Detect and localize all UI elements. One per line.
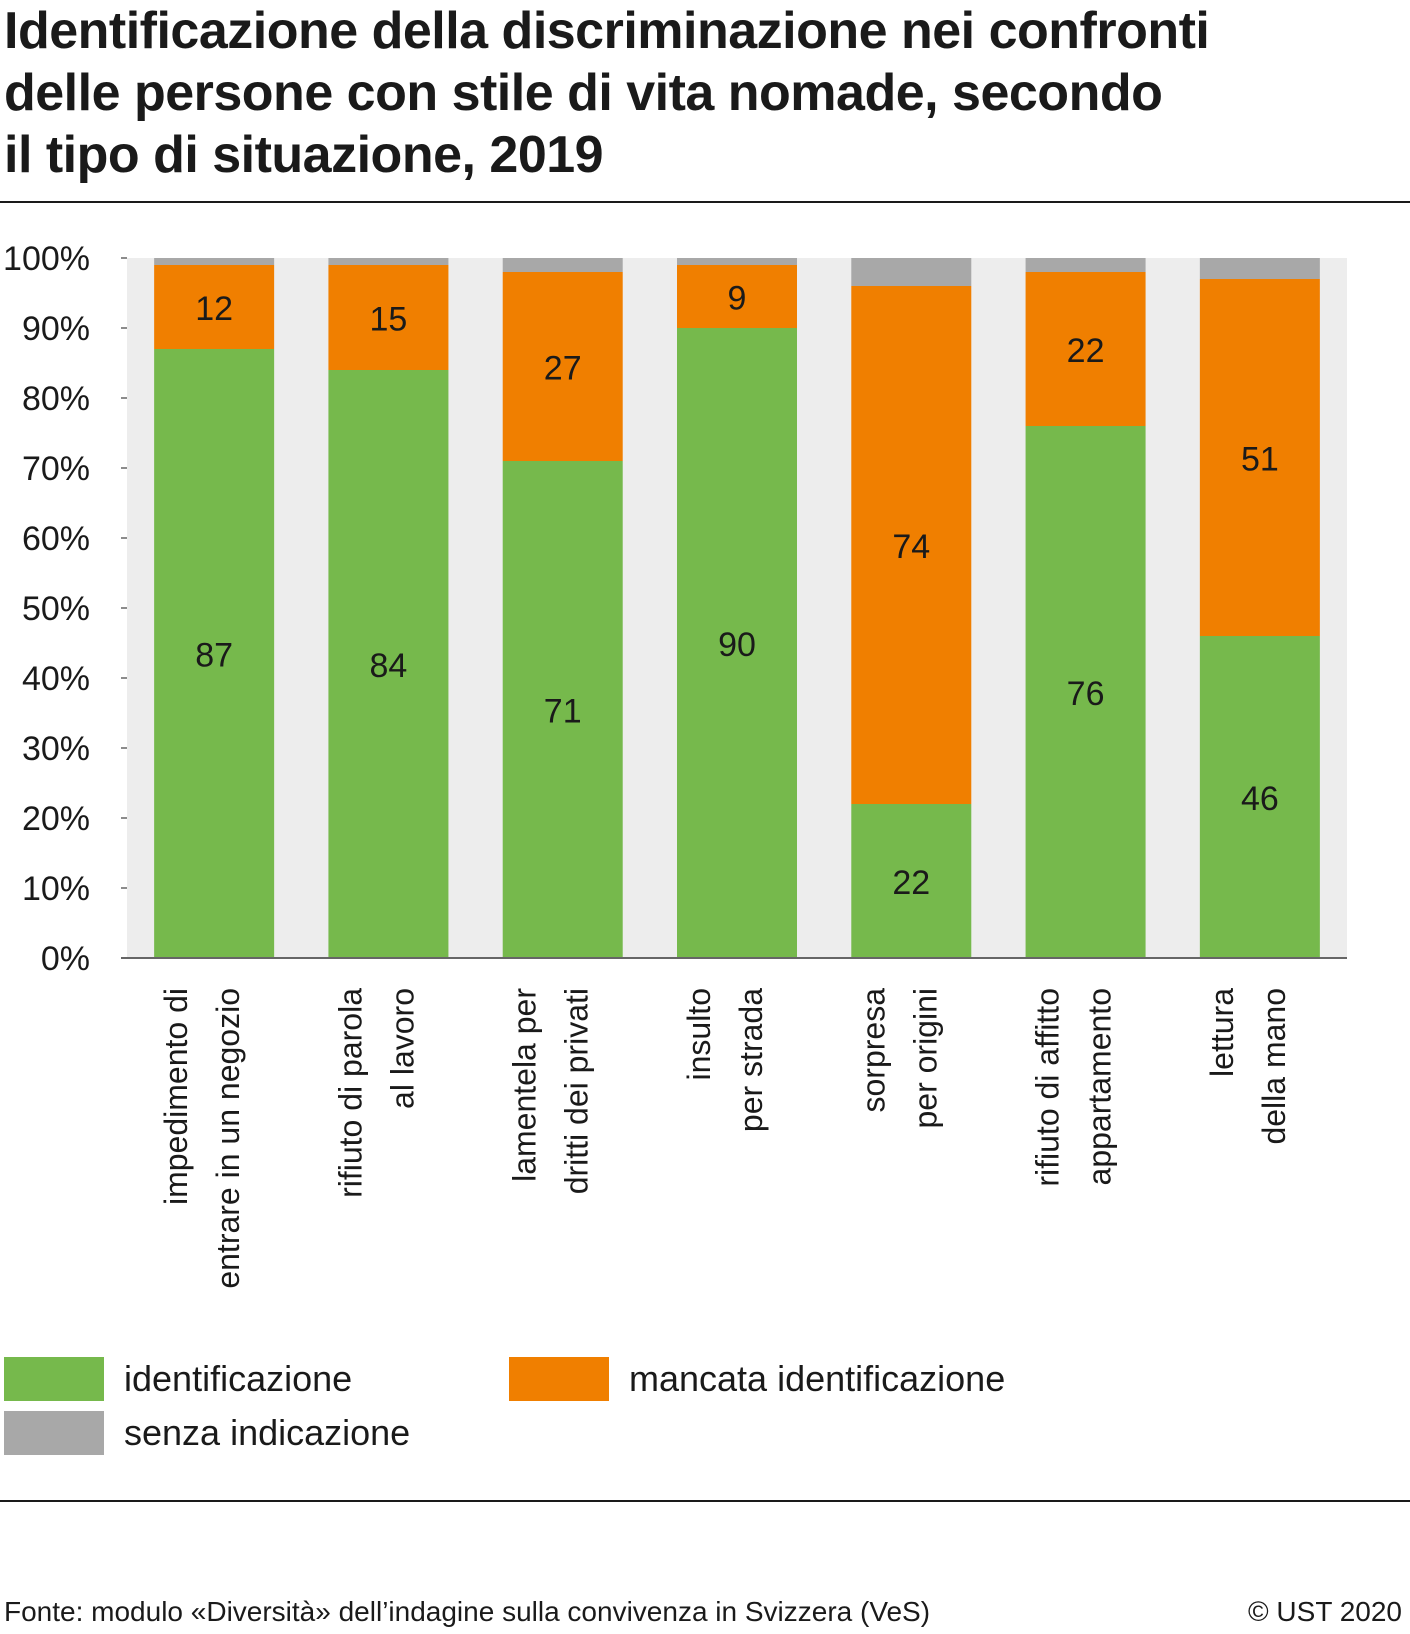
- y-tick-label: 20%: [22, 800, 90, 838]
- bar-senza-indicazione-6: [1025, 258, 1146, 272]
- title-divider: [0, 201, 1410, 203]
- data-label: 51: [1241, 441, 1279, 479]
- x-tick-label-line: dritti dei privati: [559, 988, 595, 1194]
- data-label: 9: [728, 280, 747, 318]
- bar-mancata-identificazione-3: [502, 272, 623, 461]
- y-tick-label: 50%: [22, 590, 90, 628]
- x-tick-label: lettura della mano: [1204, 988, 1292, 1145]
- x-tick-label-line: insulto: [681, 988, 717, 1081]
- x-tick-label-line: sorpresa: [855, 988, 891, 1113]
- legend-label-senza-indicazione: senza indicazione: [124, 1412, 411, 1453]
- data-label: 46: [1241, 780, 1279, 818]
- data-label: 90: [718, 626, 756, 664]
- data-label: 15: [370, 301, 408, 339]
- y-tick-label: 40%: [22, 660, 90, 698]
- bar-mancata-identificazione-7: [1199, 279, 1320, 636]
- bar-senza-indicazione-3: [502, 258, 623, 272]
- bar-identificazione-3: [502, 461, 623, 958]
- data-label: 74: [892, 528, 930, 566]
- y-tick-label: 90%: [22, 310, 90, 348]
- chart-title-line-1: Identificazione della discriminazione ne…: [4, 2, 1210, 60]
- chart-title-line-2: delle persone con stile di vita nomade, …: [4, 64, 1163, 122]
- bar-senza-indicazione-2: [328, 258, 449, 265]
- legend-label-identificazione: identificazione: [124, 1358, 353, 1399]
- data-label: 87: [195, 637, 233, 675]
- data-label: 22: [892, 864, 930, 902]
- y-tick-label: 60%: [22, 520, 90, 558]
- bar-identificazione-7: [1199, 636, 1320, 958]
- data-label: 71: [544, 693, 582, 731]
- legend-swatch-mancata-identificazione: [509, 1357, 609, 1401]
- y-tick-label: 70%: [22, 450, 90, 488]
- bar-identificazione-6: [1025, 426, 1146, 958]
- x-tick-label-line: della mano: [1256, 988, 1292, 1145]
- x-tick-label-line: lettura: [1204, 988, 1240, 1077]
- bar-identificazione-5: [851, 804, 972, 958]
- bar-senza-indicazione-1: [154, 258, 275, 265]
- legend-swatch-senza-indicazione: [4, 1411, 104, 1455]
- x-tick-label: impedimento di entrare in un negozio: [158, 988, 246, 1289]
- bar-senza-indicazione-5: [851, 258, 972, 286]
- y-tick-label: 0%: [41, 940, 90, 978]
- stacked-bar-chart: 0% 10% 20% 30% 40% 50% 60% 70% 80% 90% 100% 87 12 84 1…: [3, 240, 1347, 1289]
- chart-title-line-3: il tipo di situazione, 2019: [4, 126, 604, 184]
- x-tick-label-line: per strada: [733, 988, 769, 1132]
- data-label: 12: [195, 290, 233, 328]
- y-axis: 0% 10% 20% 30% 40% 50% 60% 70% 80% 90% 100%: [3, 240, 127, 978]
- bar-identificazione-4: [677, 328, 797, 958]
- legend-label-mancata-identificazione: mancata identificazione: [629, 1358, 1006, 1399]
- bar-identificazione-2: [328, 370, 449, 958]
- chart-title: Identificazione della discriminazione ne…: [4, 0, 1394, 186]
- x-tick-label: insulto per strada: [681, 988, 769, 1132]
- bar-mancata-identificazione-1: [154, 265, 275, 349]
- x-tick-label-line: al lavoro: [384, 988, 420, 1109]
- bar-mancata-identificazione-4: [677, 265, 797, 328]
- bar-mancata-identificazione-2: [328, 265, 449, 370]
- data-label: 76: [1067, 675, 1105, 713]
- y-tick-label: 10%: [22, 870, 90, 908]
- x-tick-label-line: per origini: [907, 988, 943, 1129]
- y-tick-label: 100%: [3, 240, 90, 278]
- x-tick-label: rifiuto di affitto appartamento: [1030, 988, 1118, 1187]
- x-axis-labels: impedimento di entrare in un negozio rifiu…: [158, 988, 1292, 1289]
- bar-senza-indicazione-4: [677, 258, 797, 265]
- x-tick-label-line: lamentela per: [507, 988, 543, 1182]
- bar-mancata-identificazione-6: [1025, 272, 1146, 426]
- data-label: 84: [370, 647, 408, 685]
- y-tick-label: 80%: [22, 380, 90, 418]
- y-tick-label: 30%: [22, 730, 90, 768]
- legend-swatch-identificazione: [4, 1357, 104, 1401]
- bar-senza-indicazione-7: [1199, 258, 1320, 279]
- x-tick-label-line: rifiuto di affitto: [1030, 988, 1066, 1187]
- bar-identificazione-1: [154, 349, 275, 958]
- footer-divider: [0, 1500, 1410, 1502]
- x-tick-label: sorpresa per origini: [855, 988, 943, 1129]
- x-tick-label-line: entrare in un negozio: [210, 988, 246, 1289]
- x-tick-label-line: appartamento: [1082, 988, 1118, 1185]
- x-tick-label-line: impedimento di: [158, 988, 194, 1205]
- x-tick-label-line: rifiuto di parola: [332, 988, 368, 1198]
- copyright-note: © UST 2020: [1248, 1596, 1402, 1627]
- x-tick-label: rifiuto di parola al lavoro: [332, 988, 420, 1198]
- data-label: 22: [1067, 332, 1105, 370]
- source-note: Fonte: modulo «Diversità» dell’indagine …: [4, 1596, 931, 1627]
- data-label: 27: [544, 350, 582, 388]
- bars: 87 12 84 15 71 27 90 9 22 74 76 22 46 51: [154, 258, 1320, 958]
- x-tick-label: lamentela per dritti dei privati: [507, 988, 595, 1195]
- bar-mancata-identificazione-5: [851, 286, 972, 804]
